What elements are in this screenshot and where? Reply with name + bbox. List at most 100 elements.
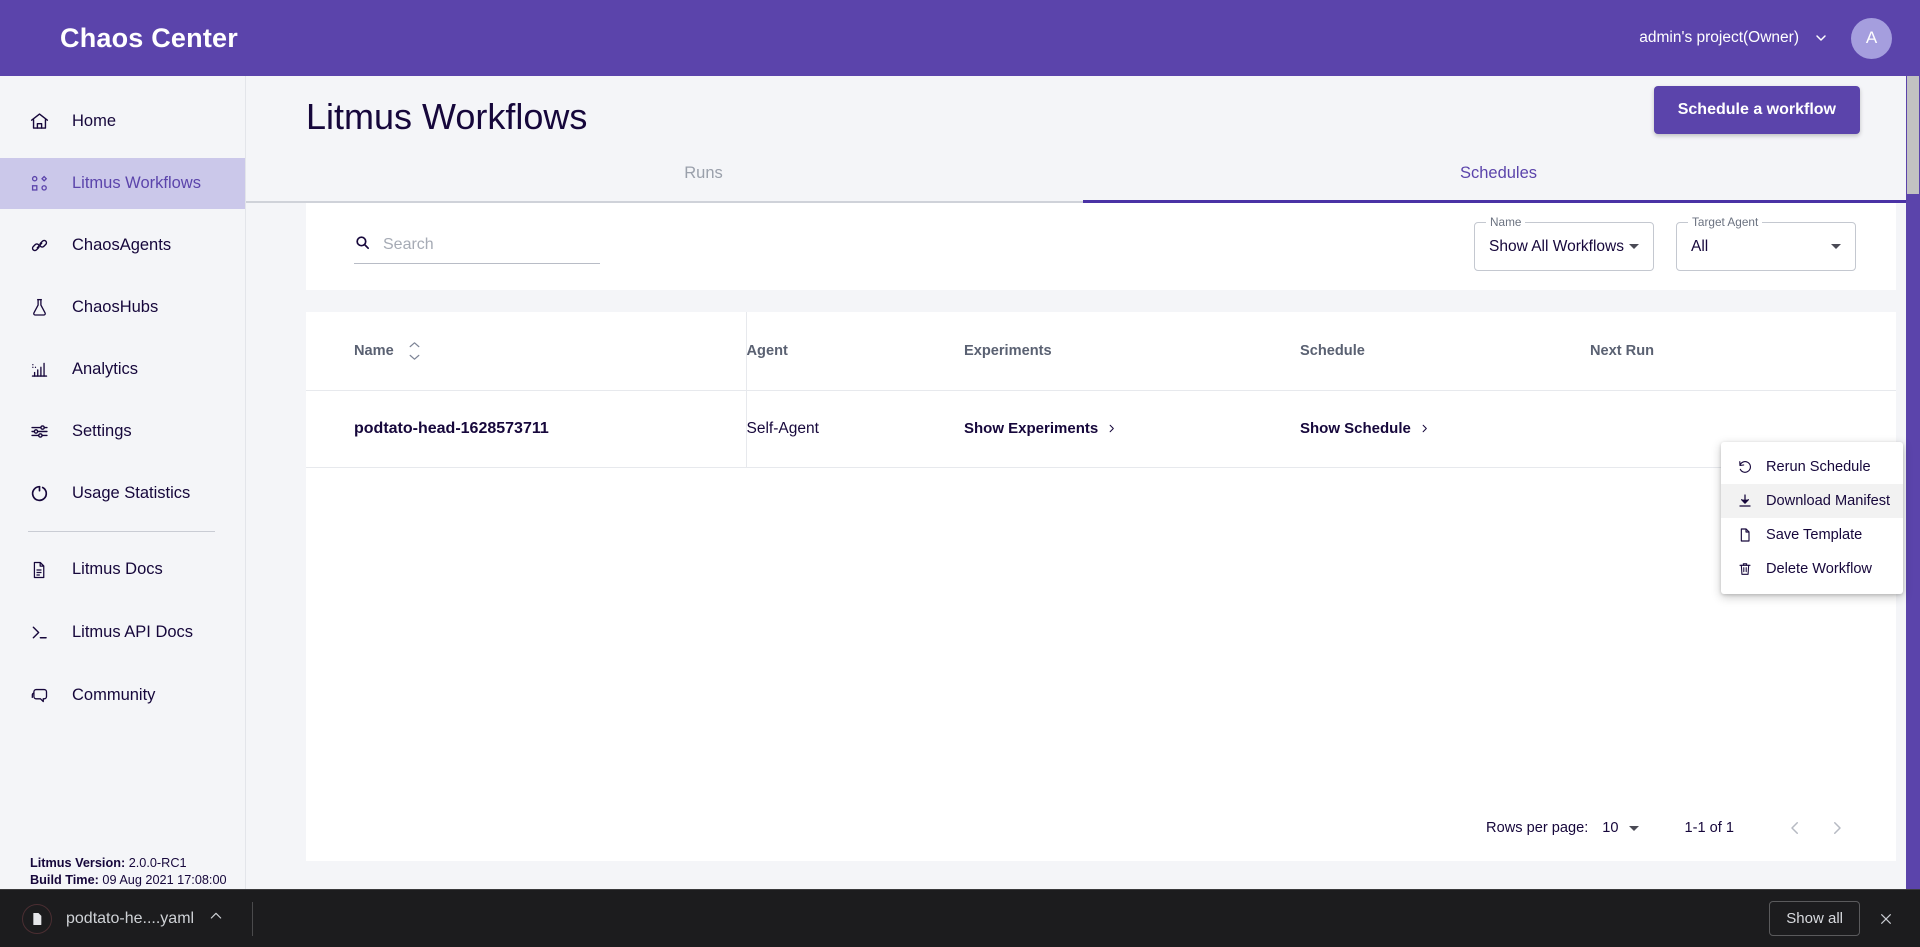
search-input[interactable] [383, 235, 600, 254]
row-context-menu: Rerun Schedule Download Manifest Save Te… [1721, 442, 1903, 594]
context-menu-item-label: Download Manifest [1766, 493, 1891, 509]
sidebar-item-litmus-workflows[interactable]: Litmus Workflows [0, 158, 245, 209]
sidebar-item-chaosagents[interactable]: ChaosAgents [0, 220, 245, 271]
context-menu-item-label: Delete Workflow [1766, 561, 1872, 577]
file-icon [22, 903, 52, 934]
context-menu-item-save-template[interactable]: Save Template [1721, 518, 1903, 552]
version-label: Litmus Version: [30, 856, 126, 871]
table-row[interactable]: podtato-head-1628573711 Self-Agent Show … [306, 390, 1896, 468]
sidebar-item-label: ChaosHubs [72, 298, 159, 316]
page-range-label: 1-1 of 1 [1684, 820, 1735, 836]
search-field[interactable] [354, 234, 600, 264]
sidebar-item-label: Community [72, 686, 156, 704]
tab-active-underline [1083, 200, 1920, 203]
sidebar-item-label: ChaosAgents [72, 236, 172, 254]
context-menu-item-label: Save Template [1766, 527, 1863, 543]
avatar-initial: A [1865, 28, 1878, 47]
table-header-row: Name Agent Experiments Schedule Next Run [306, 312, 1896, 391]
show-experiments-link[interactable]: Show Experiments [964, 420, 1117, 437]
name-filter-select[interactable]: Name Show All Workflows [1474, 215, 1654, 271]
build-time-value: 09 Aug 2021 17:08:00 [102, 873, 227, 888]
sort-arrows-icon[interactable] [408, 341, 421, 361]
column-header-name[interactable]: Name [306, 312, 747, 391]
schedules-table: Name Agent Experiments Schedule Next Run [306, 312, 1896, 468]
next-page-button[interactable] [1816, 807, 1858, 849]
topbar-right-group: admin's project(Owner) A [1639, 17, 1892, 59]
context-menu-item-rerun-schedule[interactable]: Rerun Schedule [1721, 450, 1903, 484]
chevron-right-icon [1109, 424, 1115, 432]
cell-workflow-name: podtato-head-1628573711 [306, 390, 747, 468]
home-icon [28, 111, 50, 133]
column-header-schedule: Schedule [1300, 312, 1590, 391]
avatar[interactable]: A [1851, 17, 1892, 59]
close-icon[interactable] [1870, 903, 1902, 935]
sidebar-item-label: Litmus Docs [72, 560, 163, 578]
target-agent-filter-label: Target Agent [1688, 215, 1763, 229]
scrollbar-thumb[interactable] [1907, 76, 1919, 194]
rows-per-page-label: Rows per page: [1486, 820, 1589, 836]
column-header-next-run: Next Run [1590, 312, 1896, 391]
sidebar-item-home[interactable]: Home [0, 96, 245, 147]
target-agent-filter-select[interactable]: Target Agent All [1676, 215, 1856, 271]
context-menu-item-download-manifest[interactable]: Download Manifest [1721, 484, 1903, 518]
sidebar-item-community[interactable]: Community [0, 670, 245, 721]
version-value: 2.0.0-RC1 [128, 856, 187, 871]
schedules-table-card: Name Agent Experiments Schedule Next Run [306, 312, 1896, 861]
table-header: Name Agent Experiments Schedule Next Run [306, 312, 1896, 391]
sidebar-item-label: Settings [72, 422, 132, 440]
download-item[interactable]: podtato-he....yaml [22, 903, 224, 934]
chevron-down-icon [1628, 825, 1639, 831]
chevron-down-icon [1831, 244, 1841, 249]
context-menu-item-label: Rerun Schedule [1766, 459, 1871, 475]
sidebar-item-analytics[interactable]: Analytics [0, 344, 245, 395]
tab-schedules[interactable]: Schedules [1459, 164, 1538, 182]
tab-bar: Runs Schedules [246, 164, 1920, 203]
previous-page-button[interactable] [1774, 807, 1816, 849]
sidebar-item-label: Litmus API Docs [72, 623, 194, 641]
search-icon [354, 234, 371, 256]
column-header-agent: Agent [746, 312, 964, 391]
sidebar-item-label: Litmus Workflows [72, 174, 201, 192]
document-icon [28, 559, 50, 581]
sidebar: Home Litmus Workflows ChaosAgents ChaosH… [0, 76, 246, 915]
page-scrollbar[interactable] [1906, 76, 1920, 915]
name-filter-label: Name [1486, 215, 1526, 229]
project-selector-label: admin's project(Owner) [1639, 29, 1799, 46]
chevron-right-icon [1422, 424, 1427, 432]
chevron-up-icon[interactable] [208, 908, 224, 929]
cell-schedule: Show Schedule [1300, 390, 1590, 468]
analytics-icon [28, 359, 50, 381]
column-header-schedule-label: Schedule [1300, 342, 1365, 359]
sidebar-item-label: Usage Statistics [72, 484, 191, 502]
brand-title: Chaos Center [60, 22, 238, 53]
sidebar-item-settings[interactable]: Settings [0, 406, 245, 457]
file-icon [1736, 527, 1754, 543]
sidebar-item-chaoshubs[interactable]: ChaosHubs [0, 282, 245, 333]
download-bar-actions: Show all [1769, 901, 1902, 936]
build-time-label: Build Time: [30, 873, 99, 888]
rerun-icon [1736, 459, 1754, 475]
main-content: Litmus Workflows Schedule a workflow Run… [246, 76, 1920, 915]
sidebar-item-label: Home [72, 112, 117, 130]
project-selector[interactable]: admin's project(Owner) [1639, 29, 1829, 47]
sidebar-item-litmus-api-docs[interactable]: Litmus API Docs [0, 607, 245, 658]
chevron-left-icon [1791, 822, 1798, 834]
download-bar-divider [252, 901, 254, 936]
show-all-downloads-button[interactable]: Show all [1769, 901, 1860, 936]
sliders-icon [28, 421, 50, 443]
column-header-name-label: Name [354, 342, 394, 359]
target-agent-filter-value: All [1691, 237, 1709, 255]
filter-bar: Name Show All Workflows Target Agent All [306, 203, 1896, 290]
tab-runs[interactable]: Runs [684, 164, 723, 182]
sidebar-divider [28, 531, 215, 532]
show-schedule-link[interactable]: Show Schedule [1300, 420, 1430, 437]
trash-icon [1736, 561, 1754, 577]
cell-experiments: Show Experiments [964, 390, 1300, 468]
context-menu-item-delete-workflow[interactable]: Delete Workflow [1721, 552, 1903, 586]
name-filter-value: Show All Workflows [1489, 237, 1624, 255]
sidebar-item-litmus-docs[interactable]: Litmus Docs [0, 544, 245, 595]
rows-per-page-select[interactable]: 10 [1602, 820, 1639, 836]
workflows-icon [28, 173, 50, 195]
sidebar-item-usage-statistics[interactable]: Usage Statistics [0, 468, 245, 519]
schedule-a-workflow-button[interactable]: Schedule a workflow [1653, 86, 1860, 134]
